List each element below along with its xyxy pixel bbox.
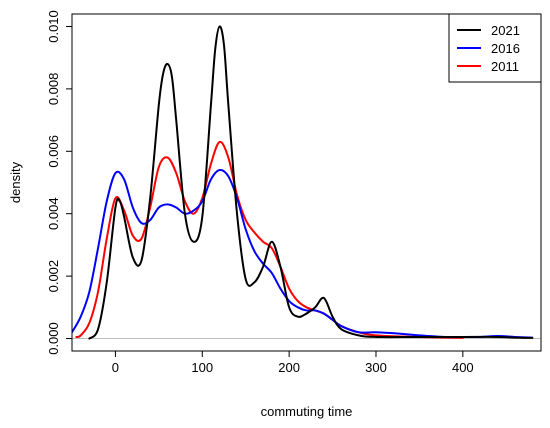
legend: 2021 2016 2011 <box>448 13 542 83</box>
y-tick-label: 0.006 <box>46 135 61 168</box>
plot-frame <box>71 13 542 352</box>
x-axis: 0 100 200 300 400 <box>112 351 474 375</box>
y-axis-title: density <box>8 161 23 203</box>
x-tick-label: 300 <box>365 360 387 375</box>
x-axis-title: commuting time <box>261 404 353 419</box>
x-tick-label: 200 <box>278 360 300 375</box>
series-layer <box>72 25 534 340</box>
x-tick-label: 0 <box>112 360 119 375</box>
y-tick-label: 0.010 <box>46 10 61 43</box>
y-tick-label: 0.002 <box>46 260 61 293</box>
series-line-2021 <box>88 25 534 340</box>
y-tick-label: 0.008 <box>46 73 61 106</box>
x-tick-label: 400 <box>452 360 474 375</box>
y-tick-label: 0.004 <box>46 197 61 230</box>
y-tick-label: 0.000 <box>46 322 61 355</box>
y-axis: 0.000 0.002 0.004 0.006 0.008 0.010 <box>46 10 72 355</box>
legend-label-2016: 2016 <box>491 41 520 56</box>
legend-label-2021: 2021 <box>491 23 520 38</box>
series-line-2016 <box>72 168 534 339</box>
x-tick-label: 100 <box>191 360 213 375</box>
legend-label-2011: 2011 <box>491 59 519 74</box>
